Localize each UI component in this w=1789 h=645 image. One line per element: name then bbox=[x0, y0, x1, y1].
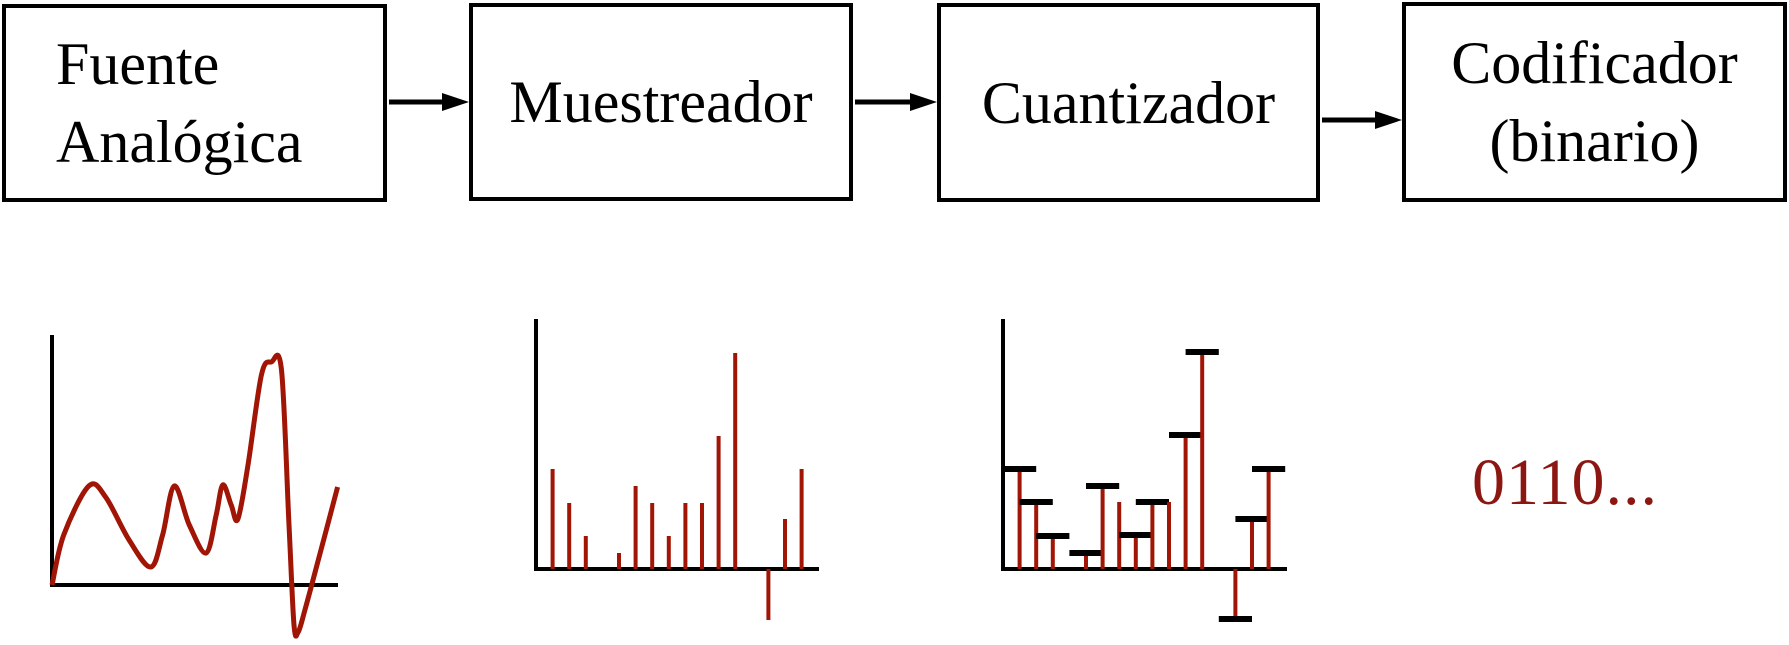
block-label-line: Muestreador bbox=[509, 69, 813, 135]
block-label-line: Cuantizador bbox=[981, 69, 1276, 136]
block-cuantizador: Cuantizador bbox=[937, 3, 1320, 202]
block-muestreador: Muestreador bbox=[469, 3, 853, 201]
block-label-line: Analógica bbox=[56, 109, 303, 175]
block-label-line: Fuente bbox=[56, 31, 220, 97]
binary-output-text: 0110... bbox=[1472, 446, 1659, 519]
flow-arrow-head-cuantizador bbox=[910, 93, 937, 111]
block-label-line: (binario) bbox=[1489, 108, 1700, 174]
flow-arrow-head-codificador-binario bbox=[1375, 111, 1402, 129]
flow-arrow-head-muestreador bbox=[442, 93, 469, 111]
analog-waveform bbox=[49, 352, 341, 639]
block-fuente-analogica: Fuente Analógica bbox=[2, 4, 387, 202]
block-codificador-binario: Codificador (binario) bbox=[1402, 2, 1787, 202]
block-label-line: Codificador bbox=[1451, 30, 1738, 96]
